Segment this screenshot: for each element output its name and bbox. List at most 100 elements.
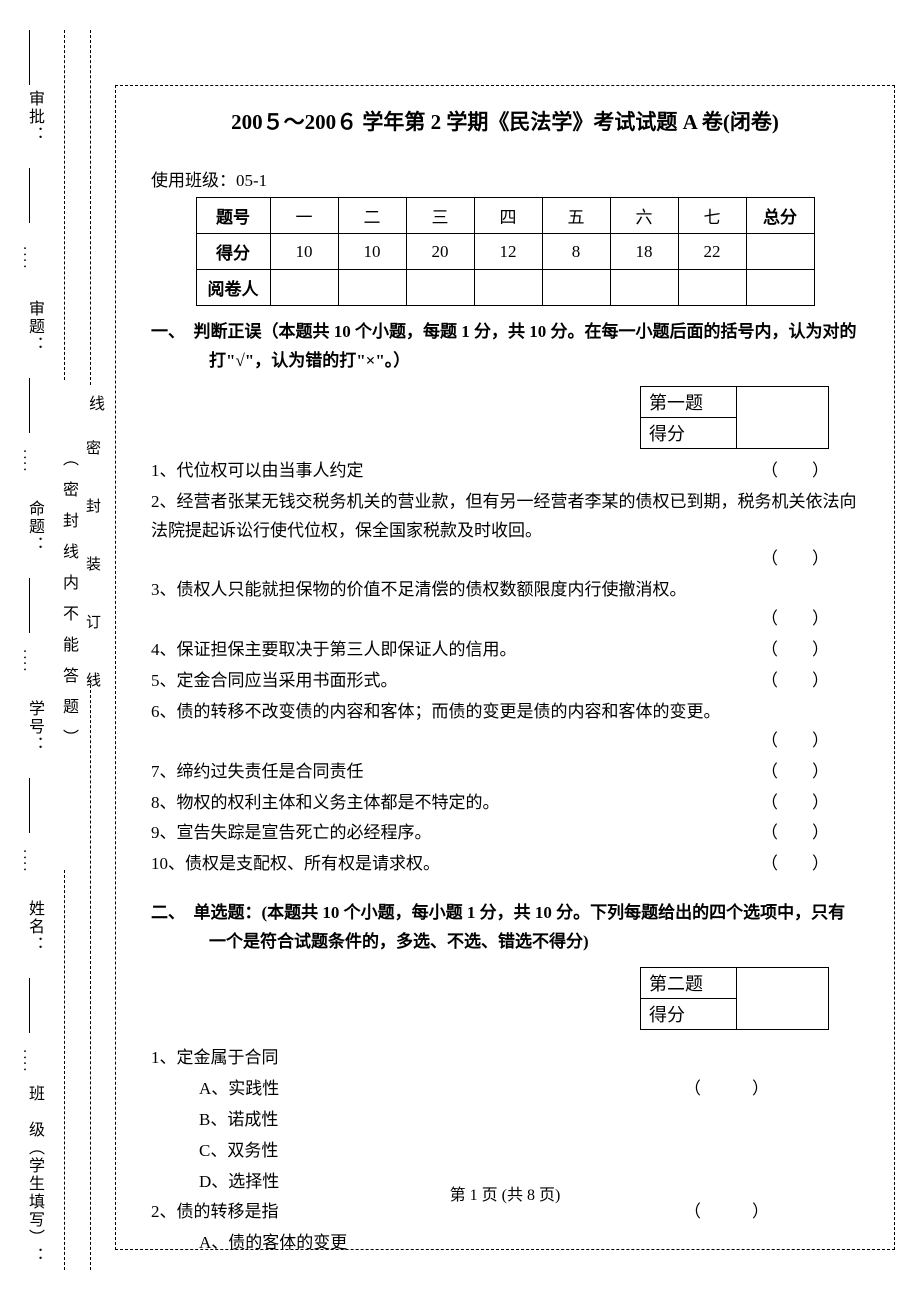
question-text: 4、保证担保主要取决于第三人即保证人的信用。 xyxy=(151,640,517,659)
cell: 四 xyxy=(474,198,542,234)
margin-binding-label: 密 封 装 订 线 xyxy=(82,440,103,701)
cell-label: 题号 xyxy=(196,198,270,234)
answer-paren: （ ） xyxy=(761,731,829,750)
cell-total xyxy=(746,270,814,306)
margin-label-shenpi: 审批： xyxy=(22,90,46,144)
question-item: 10、债权是支配权、所有权是请求权。 （ ） xyxy=(151,850,859,879)
cell: 六 xyxy=(610,198,678,234)
question-text: 9、宣告失踪是宣告死亡的必经程序。 xyxy=(151,823,432,842)
dot-sep: ：： xyxy=(22,1048,34,1072)
cell: 一 xyxy=(270,198,338,234)
option-item: A、实践性 （ ） xyxy=(151,1075,859,1104)
cell: 三 xyxy=(406,198,474,234)
question-text: 5、定金合同应当采用书面形式。 xyxy=(151,671,398,690)
question-item: 1、代位权可以由当事人约定（ ） xyxy=(151,457,859,486)
binding-dash-bottom xyxy=(90,680,91,1270)
margin-line xyxy=(29,578,30,633)
question-item: 3、债权人只能就担保物的价值不足清偿的债权数额限度内行使撤消权。 （ ） xyxy=(151,576,859,634)
table-row: 得分 10 10 20 12 8 18 22 xyxy=(196,234,814,270)
page-footer: 第 1 页 (共 8 页) xyxy=(116,1181,894,1205)
question-item: 2、经营者张某无钱交税务机关的营业款，但有另一经营者李某的债权已到期，税务机关依… xyxy=(151,488,859,575)
cell: 8 xyxy=(542,234,610,270)
margin-line xyxy=(29,378,30,433)
question-item: 8、物权的权利主体和义务主体都是不特定的。 （ ） xyxy=(151,789,859,818)
margin-label-xuehao: 学号： xyxy=(22,700,46,754)
seal-dash-top xyxy=(64,30,65,380)
score-box-label: 第二题 xyxy=(641,968,737,999)
question-item: 7、缔约过失责任是合同责任 （ ） xyxy=(151,758,859,787)
question-item: 5、定金合同应当采用书面形式。 （ ） xyxy=(151,667,859,696)
question-text: 7、缔约过失责任是合同责任 xyxy=(151,762,364,781)
table-row: 阅卷人 xyxy=(196,270,814,306)
cell: 22 xyxy=(678,234,746,270)
option-item: B、诺成性 xyxy=(151,1106,859,1135)
question-stem: 2、债的转移是指 xyxy=(151,1202,279,1221)
margin-label-xingming: 姓名： xyxy=(22,900,46,954)
cell xyxy=(406,270,474,306)
cell xyxy=(678,270,746,306)
cell-label: 阅卷人 xyxy=(196,270,270,306)
section2-score-box: 第二题 得分 xyxy=(640,967,829,1030)
answer-paren: （ ） xyxy=(761,789,829,818)
cell: 七 xyxy=(678,198,746,234)
margin-line xyxy=(29,168,30,223)
section1-questions: 1、代位权可以由当事人约定（ ） 2、经营者张某无钱交税务机关的营业款，但有另一… xyxy=(151,457,859,879)
question-text: 8、物权的权利主体和义务主体都是不特定的。 xyxy=(151,793,500,812)
question-item: 9、宣告失踪是宣告死亡的必经程序。 （ ） xyxy=(151,819,859,848)
answer-paren: （ ） xyxy=(761,549,829,568)
cell xyxy=(338,270,406,306)
cell-label: 得分 xyxy=(196,234,270,270)
cell: 10 xyxy=(338,234,406,270)
answer-paren: （ ） xyxy=(761,609,829,628)
dot-sep: ：： xyxy=(22,245,34,269)
margin-label-shenti: 审题： xyxy=(22,300,46,354)
question-item: 1、定金属于合同 xyxy=(151,1044,859,1073)
question-text: 10、债权是支配权、所有权是请求权。 xyxy=(151,854,440,873)
score-box-blank xyxy=(737,386,829,448)
score-summary-table: 题号 一 二 三 四 五 六 七 总分 得分 10 10 20 12 8 18 … xyxy=(196,197,815,306)
margin-line xyxy=(29,778,30,833)
cell: 二 xyxy=(338,198,406,234)
option-text: A、实践性 xyxy=(199,1079,279,1098)
margin-seal-label: （密封线内不能答题） xyxy=(56,450,80,760)
section1-heading: 一、 判断正误（本题共 10 个小题，每题 1 分，共 10 分。在每一小题后面… xyxy=(209,318,859,376)
section2-questions: 1、定金属于合同 A、实践性（ ） B、诺成性 C、双务性 D、选择性 2、债的… xyxy=(151,1044,859,1258)
cell xyxy=(610,270,678,306)
answer-paren: （ ） xyxy=(761,636,829,665)
cell-total xyxy=(746,234,814,270)
class-info: 使用班级：05-1 xyxy=(151,166,859,191)
cell xyxy=(542,270,610,306)
margin-binding-outer: 线 xyxy=(82,395,106,413)
answer-paren: （ ） xyxy=(761,758,829,787)
margin-label-mingti: 命题： xyxy=(22,500,46,554)
question-text: 2、经营者张某无钱交税务机关的营业款，但有另一经营者李某的债权已到期，税务机关依… xyxy=(151,492,857,540)
option-item: C、双务性 xyxy=(151,1137,859,1166)
option-item: A、债的客体的变更 xyxy=(151,1229,859,1258)
section1-score-box: 第一题 得分 xyxy=(640,386,829,449)
cell xyxy=(270,270,338,306)
answer-paren: （ ） xyxy=(761,667,829,696)
dot-sep: ：： xyxy=(22,848,34,872)
question-item: 6、债的转移不改变债的内容和客体；而债的变更是债的内容和客体的变更。 （ ） xyxy=(151,698,859,756)
cell: 18 xyxy=(610,234,678,270)
score-box-label: 第一题 xyxy=(641,386,737,417)
answer-paren: （ ） xyxy=(761,819,829,848)
score-box-label: 得分 xyxy=(641,417,737,448)
exam-frame: 200５～200６ 学年第 2 学期《民法学》考试试题 A 卷(闭卷) 使用班级… xyxy=(115,85,895,1250)
section2-heading: 二、 单选题：(本题共 10 个小题，每小题 1 分，共 10 分。下列每题给出… xyxy=(209,899,859,957)
margin-line xyxy=(29,978,30,1033)
dot-sep: ：： xyxy=(22,448,34,472)
question-text: 6、债的转移不改变债的内容和客体；而债的变更是债的内容和客体的变更。 xyxy=(151,702,721,721)
cell: 20 xyxy=(406,234,474,270)
cell: 10 xyxy=(270,234,338,270)
score-box-label: 得分 xyxy=(641,999,737,1030)
exam-title: 200５～200６ 学年第 2 学期《民法学》考试试题 A 卷(闭卷) xyxy=(151,106,859,136)
answer-paren: （ ） xyxy=(761,850,829,879)
question-stem: 1、定金属于合同 xyxy=(151,1048,279,1067)
cell-total: 总分 xyxy=(746,198,814,234)
question-text: 1、代位权可以由当事人约定 xyxy=(151,461,364,480)
answer-paren: （ ） xyxy=(684,1075,769,1104)
score-box-blank xyxy=(737,968,829,1030)
cell: 五 xyxy=(542,198,610,234)
question-item: 4、保证担保主要取决于第三人即保证人的信用。 （ ） xyxy=(151,636,859,665)
